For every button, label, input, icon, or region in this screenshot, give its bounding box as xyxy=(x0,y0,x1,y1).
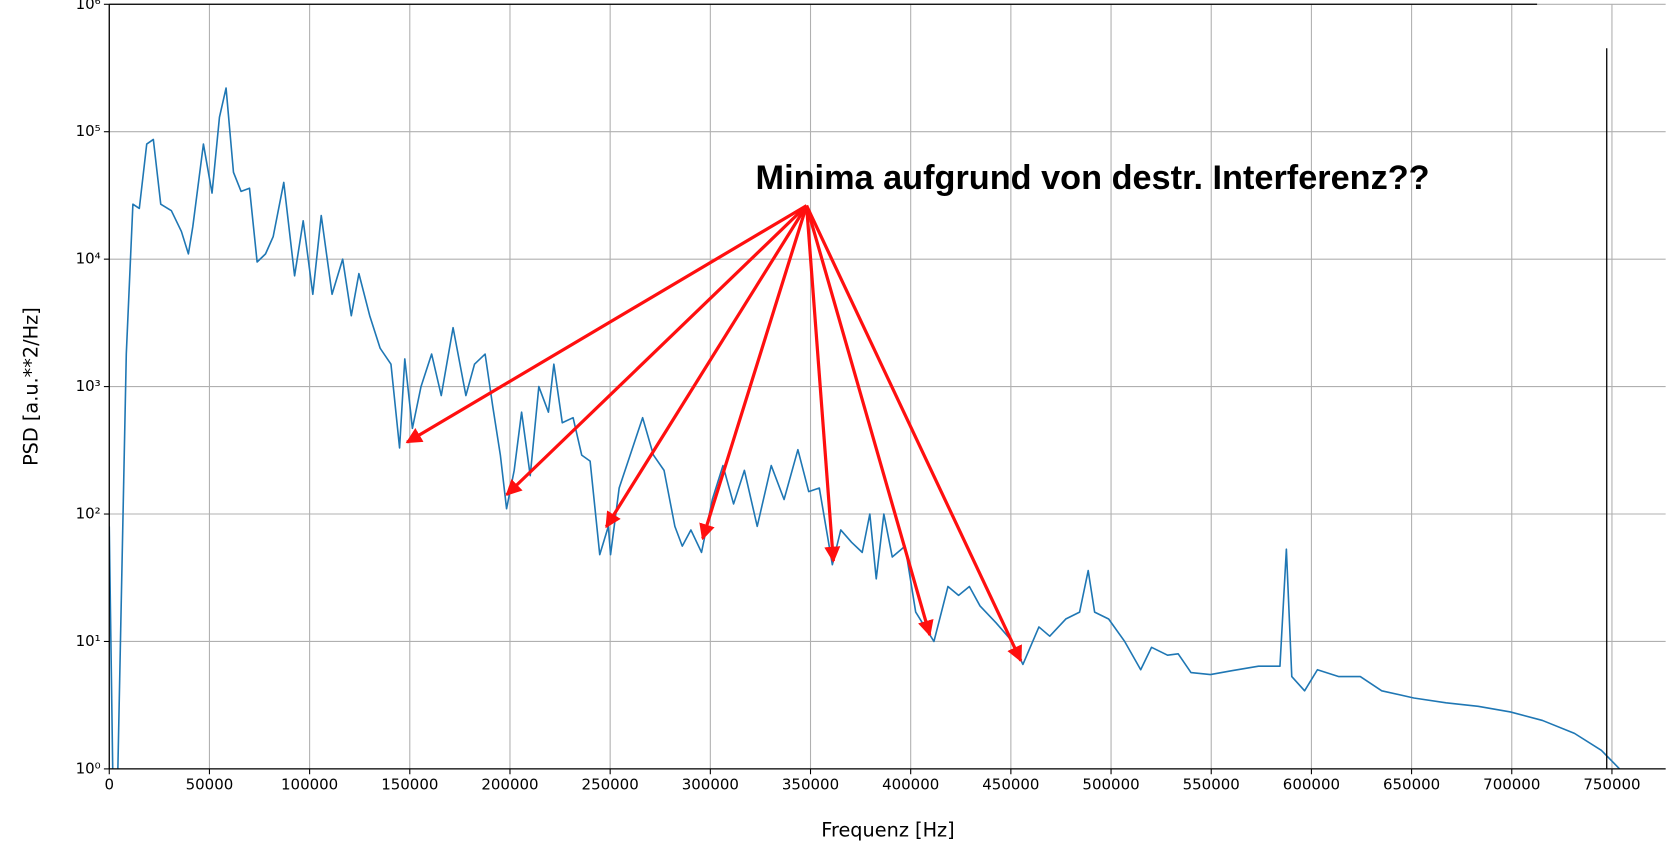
x-tick-label: 600000 xyxy=(1283,775,1340,793)
x-tick-label: 750000 xyxy=(1583,775,1640,793)
x-tick-label: 350000 xyxy=(782,775,839,793)
x-axis-label: Frequenz [Hz] xyxy=(821,819,954,842)
y-tick-label: 10⁶ xyxy=(76,0,101,13)
x-tick-label: 150000 xyxy=(381,775,438,793)
x-tick-label: 450000 xyxy=(982,775,1039,793)
arrow xyxy=(805,205,934,637)
arrow xyxy=(805,204,1023,663)
y-tick-label: 10² xyxy=(76,505,101,523)
arrow xyxy=(405,204,808,444)
x-tick-label: 550000 xyxy=(1183,775,1240,793)
axes: 0 50000 100000 150000 200000 250000 300000 3500… xyxy=(76,0,1666,793)
x-tick-label: 650000 xyxy=(1383,775,1440,793)
x-tick-label: 500000 xyxy=(1082,775,1139,793)
annotation: Minima aufgrund von destr. Interferenz?? xyxy=(756,159,1430,197)
data-line xyxy=(109,87,1621,769)
y-axis-label: PSD [a.u.**2/Hz] xyxy=(20,307,43,466)
grid xyxy=(108,3,1666,770)
y-tick-label: 10³ xyxy=(76,377,101,395)
arrow xyxy=(804,205,841,563)
y-tick-label: 10¹ xyxy=(76,632,101,650)
arrow xyxy=(699,205,809,541)
x-tick-label: 100000 xyxy=(281,775,338,793)
y-tick-label: 10⁵ xyxy=(76,122,101,140)
plot-area xyxy=(109,87,1621,769)
arrow xyxy=(505,204,808,496)
y-tick-label: 10⁴ xyxy=(76,250,101,268)
x-tick-label: 200000 xyxy=(481,775,538,793)
x-tick-label: 250000 xyxy=(582,775,639,793)
x-tick-label: 700000 xyxy=(1483,775,1540,793)
x-tick-label: 400000 xyxy=(882,775,939,793)
x-tick-label: 50000 xyxy=(186,775,234,793)
annotation-arrows xyxy=(405,204,1023,663)
y-tick-label: 10⁰ xyxy=(76,759,101,777)
x-tick-label: 300000 xyxy=(682,775,739,793)
x-tick-label: 0 xyxy=(104,775,114,793)
arrow xyxy=(604,204,808,529)
